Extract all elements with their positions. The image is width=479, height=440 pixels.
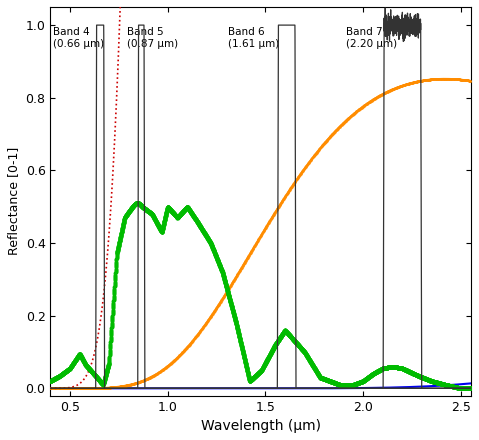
Text: Band 5
(0.87 μm): Band 5 (0.87 μm): [126, 27, 178, 48]
Y-axis label: Reflectance [0-1]: Reflectance [0-1]: [7, 147, 20, 255]
Text: Band 6
(1.61 μm): Band 6 (1.61 μm): [228, 27, 280, 48]
X-axis label: Wavelength (μm): Wavelength (μm): [201, 419, 320, 433]
Text: Band 7
(2.20 μm): Band 7 (2.20 μm): [346, 27, 397, 48]
Text: Band 4
(0.66 μm): Band 4 (0.66 μm): [53, 27, 104, 48]
